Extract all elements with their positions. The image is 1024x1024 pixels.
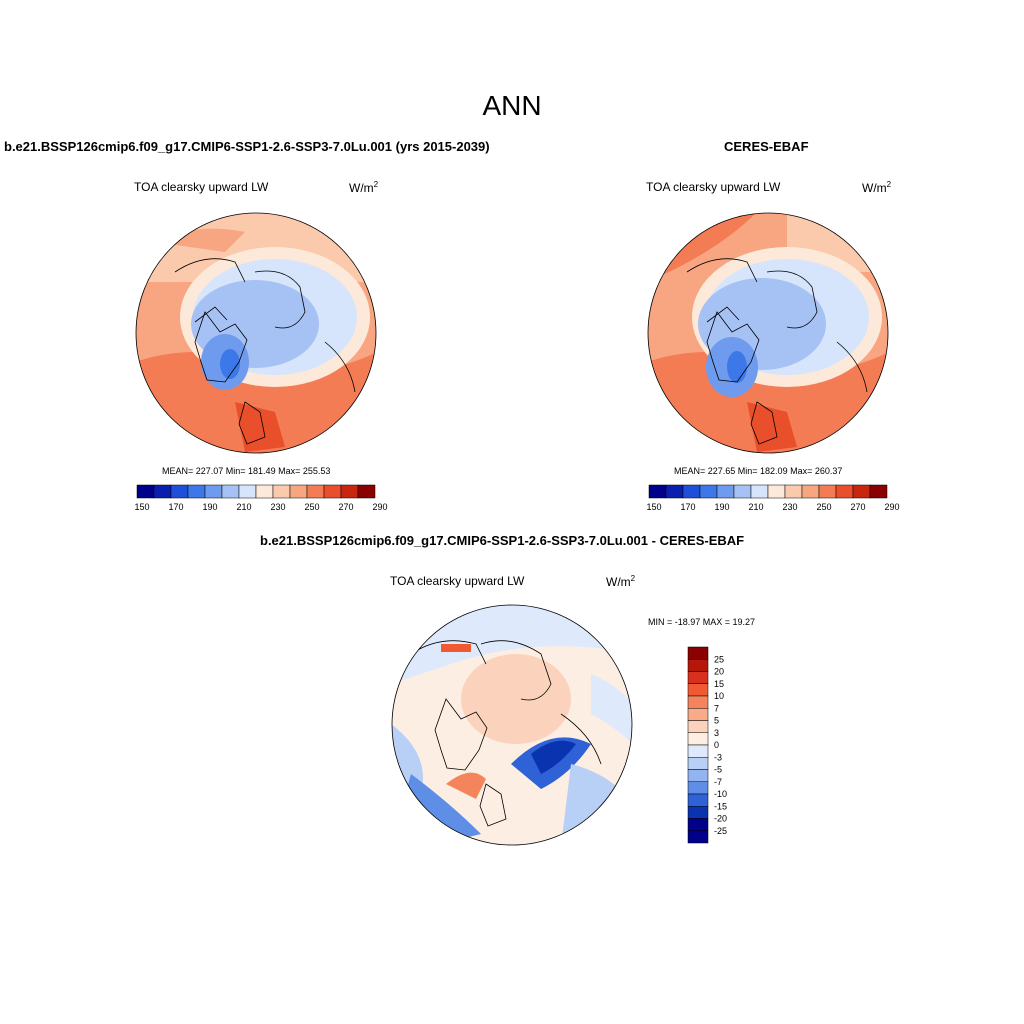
diff-colorbar-box bbox=[687, 806, 709, 819]
diff-colorbar-box bbox=[687, 818, 709, 831]
model-colorbar-tick-label: 210 bbox=[236, 502, 251, 512]
model-polar-map bbox=[135, 212, 377, 454]
diff-colorbar-box bbox=[687, 720, 709, 733]
obs-colorbar-box bbox=[716, 484, 735, 499]
obs-colorbar-tick-label: 290 bbox=[884, 502, 899, 512]
diff-panel-title: b.e21.BSSP126cmip6.f09_g17.CMIP6-SSP1-2.… bbox=[260, 533, 745, 548]
diff-variable-label: TOA clearsky upward LW bbox=[390, 574, 525, 588]
obs-colorbar-box bbox=[852, 484, 871, 499]
obs-colorbar-tick-label: 210 bbox=[748, 502, 763, 512]
diff-colorbar-box bbox=[687, 646, 709, 660]
model-colorbar-box bbox=[238, 484, 257, 499]
model-colorbar-box bbox=[221, 484, 240, 499]
obs-colorbar-box bbox=[818, 484, 837, 499]
diff-colorbar-box bbox=[687, 757, 709, 770]
obs-polar-map bbox=[647, 212, 889, 454]
obs-colorbar-tick-label: 190 bbox=[714, 502, 729, 512]
model-colorbar-tick-label: 170 bbox=[168, 502, 183, 512]
model-colorbar-box bbox=[340, 484, 359, 499]
model-colorbar-box bbox=[306, 484, 325, 499]
obs-variable-label: TOA clearsky upward LW bbox=[646, 180, 781, 194]
obs-colorbar-box bbox=[869, 484, 888, 499]
model-colorbar-tick-label: 270 bbox=[338, 502, 353, 512]
obs-stats: MEAN= 227.65 Min= 182.09 Max= 260.37 bbox=[674, 466, 843, 476]
diff-colorbar-box bbox=[687, 695, 709, 709]
diff-colorbar-tick-label: -25 bbox=[714, 826, 727, 836]
obs-colorbar-box bbox=[733, 484, 752, 499]
obs-colorbar-box bbox=[699, 484, 718, 499]
obs-colorbar-box bbox=[784, 484, 803, 499]
diff-colorbar-tick-label: -15 bbox=[714, 801, 727, 811]
model-colorbar-tick-label: 150 bbox=[134, 502, 149, 512]
model-stats: MEAN= 227.07 Min= 181.49 Max= 255.53 bbox=[162, 466, 331, 476]
obs-colorbar-box bbox=[648, 484, 667, 499]
diff-colorbar-tick-label: 10 bbox=[714, 691, 724, 701]
obs-colorbar-tick-label: 270 bbox=[850, 502, 865, 512]
diff-colorbar-tick-label: 15 bbox=[714, 679, 724, 689]
diff-colorbar-box bbox=[687, 683, 709, 697]
model-colorbar-box bbox=[357, 484, 376, 499]
obs-colorbar-tick-label: 250 bbox=[816, 502, 831, 512]
model-colorbar-tick-label: 290 bbox=[372, 502, 387, 512]
obs-colorbar-box bbox=[665, 484, 684, 499]
diff-colorbar-box bbox=[687, 659, 709, 672]
model-colorbar-box bbox=[170, 484, 189, 499]
obs-units-label: W/m2 bbox=[862, 180, 892, 195]
obs-colorbar-tick-label: 150 bbox=[646, 502, 661, 512]
model-colorbar-tick-label: 250 bbox=[304, 502, 319, 512]
diff-colorbar-tick-label: -5 bbox=[714, 765, 722, 775]
diff-stats: MIN = -18.97 MAX = 19.27 bbox=[648, 617, 756, 627]
model-colorbar-box bbox=[153, 484, 172, 499]
diff-colorbar-tick-label: 20 bbox=[714, 667, 724, 677]
obs-panel-title: CERES-EBAF bbox=[724, 139, 809, 154]
obs-colorbar-box bbox=[835, 484, 854, 499]
model-colorbar-tick-label: 230 bbox=[270, 502, 285, 512]
diff-colorbar-box bbox=[687, 781, 709, 795]
model-colorbar-box bbox=[289, 484, 308, 499]
model-panel-title: b.e21.BSSP126cmip6.f09_g17.CMIP6-SSP1-2.… bbox=[4, 139, 490, 154]
model-colorbar-box bbox=[204, 484, 223, 499]
diff-colorbar-box bbox=[687, 744, 709, 758]
diff-colorbar-tick-label: 5 bbox=[714, 716, 719, 726]
diff-colorbar-tick-label: -20 bbox=[714, 814, 727, 824]
model-units-label: W/m2 bbox=[349, 180, 379, 195]
obs-colorbar-box bbox=[801, 484, 820, 499]
diff-colorbar: 25 20 15 10 7 5 3 0 -3 -5 -7 -10 -15 -20 -25 bbox=[687, 646, 727, 844]
model-colorbar-box bbox=[187, 484, 206, 499]
diff-colorbar-tick-label: -10 bbox=[714, 789, 727, 799]
model-colorbar-box bbox=[255, 484, 274, 499]
model-colorbar-box bbox=[272, 484, 291, 499]
model-colorbar: 150 170 190 210 230 250 270 290 bbox=[134, 484, 388, 512]
diff-units-label: W/m2 bbox=[606, 574, 636, 589]
diff-polar-map bbox=[391, 604, 633, 846]
diff-colorbar-tick-label: 0 bbox=[714, 740, 719, 750]
diff-colorbar-tick-label: -3 bbox=[714, 752, 722, 762]
obs-colorbar-tick-label: 170 bbox=[680, 502, 695, 512]
diff-colorbar-box bbox=[687, 708, 709, 721]
diff-colorbar-box bbox=[687, 793, 709, 807]
obs-colorbar-tick-label: 230 bbox=[782, 502, 797, 512]
model-variable-label: TOA clearsky upward LW bbox=[134, 180, 269, 194]
model-colorbar-box bbox=[136, 484, 155, 499]
diff-colorbar-tick-label: 3 bbox=[714, 728, 719, 738]
obs-colorbar: 150 170 190 210 230 250 270 290 bbox=[646, 484, 900, 512]
obs-colorbar-box bbox=[750, 484, 769, 499]
diff-colorbar-box bbox=[687, 830, 709, 844]
model-colorbar-box bbox=[323, 484, 342, 499]
diff-colorbar-tick-label: -7 bbox=[714, 777, 722, 787]
diff-colorbar-box bbox=[687, 769, 709, 782]
model-colorbar-tick-label: 190 bbox=[202, 502, 217, 512]
obs-colorbar-box bbox=[682, 484, 701, 499]
obs-colorbar-box bbox=[767, 484, 786, 499]
diff-colorbar-tick-label: 25 bbox=[714, 654, 724, 664]
diff-colorbar-tick-label: 7 bbox=[714, 703, 719, 713]
diff-colorbar-box bbox=[687, 732, 709, 746]
diff-colorbar-box bbox=[687, 671, 709, 684]
figure-title: ANN bbox=[482, 90, 542, 121]
